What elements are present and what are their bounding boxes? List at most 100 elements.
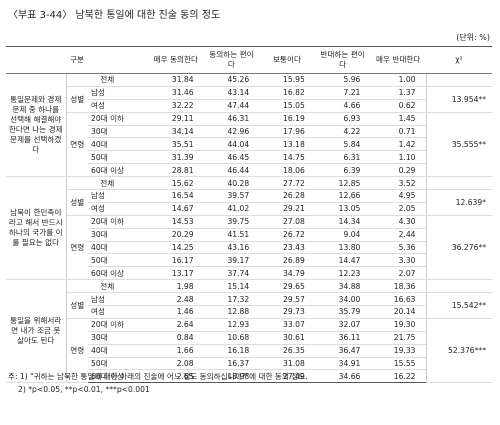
title: 〈부표 3-44〉 남북한 통일에 대한 진술 동의 정도: [8, 10, 221, 21]
cell-value: 1.46: [148, 305, 204, 319]
data-row: 50대 2.08 16.37 31.08 34.91 15.55: [6, 357, 492, 371]
cell-value: 31.46: [148, 86, 204, 100]
cell-value: 16.22: [370, 369, 426, 384]
cell-value: 16.54: [148, 189, 204, 203]
cell-value: 20.29: [148, 228, 204, 242]
data-row: 연령 20대 이하 14.53 39.75 27.08 14.34 4.30 36.276**: [6, 215, 492, 281]
cell-value: 14.67: [148, 202, 204, 216]
cell-value: 44.04: [203, 137, 260, 152]
cell-value: 26.28: [259, 189, 315, 203]
cell-value: 3.52: [370, 176, 426, 191]
section-label: 통일문제와 경제문제 중 하나를 선택해 해결해야 한다면 나는 경제문제를 선…: [6, 72, 67, 178]
cell-value: 1.10: [370, 150, 426, 165]
cell-value: 17.32: [203, 292, 260, 307]
cell-value: 1.37: [370, 86, 426, 100]
cell-value: 45.26: [203, 73, 260, 87]
chi-empty: [425, 176, 492, 191]
row-label: 30대: [88, 331, 149, 345]
chi-square: 35.555**: [425, 112, 492, 178]
cell-value: 12.66: [314, 189, 371, 203]
cell-value: 36.11: [314, 331, 371, 345]
row-label: 전체: [66, 176, 149, 191]
row-label: 60대 이상: [88, 266, 149, 281]
cell-value: 27.08: [259, 215, 315, 229]
cell-value: 30.61: [259, 331, 315, 345]
cell-value: 13.18: [259, 137, 315, 152]
cell-value: 14.34: [314, 215, 371, 229]
data-row: 여성 32.22 47.44 15.05 4.66 0.62: [6, 99, 492, 113]
row-label: 남성: [88, 292, 149, 307]
cell-value: 3.30: [370, 253, 426, 268]
unit: (단위: %): [456, 33, 490, 42]
cell-value: 1.00: [370, 73, 426, 87]
cell-value: 26.89: [259, 253, 315, 268]
cell-value: 29.57: [259, 292, 315, 307]
cell-value: 35.51: [148, 137, 204, 152]
cell-value: 28.81: [148, 163, 204, 178]
cell-value: 41.02: [203, 202, 260, 216]
data-row: 30대 0.84 10.68 30.61 36.11 21.75: [6, 331, 492, 345]
cell-value: 29.73: [259, 305, 315, 319]
chi-square: 15.542**: [425, 292, 492, 319]
group-label: 연령: [66, 112, 88, 178]
chi-empty: [425, 279, 492, 294]
data-row: 40대 14.25 43.16 23.43 13.80 5.36: [6, 241, 492, 255]
cell-value: 47.44: [203, 99, 260, 113]
table: 구분 매우 동의한다 동의하는 편이다 보통이다 반대하는 편이다 매우 반대한다 χ² 통…: [6, 46, 492, 384]
cell-value: 29.65: [259, 279, 315, 294]
cell-value: 17.96: [259, 125, 315, 139]
cell-value: 2.48: [148, 292, 204, 307]
cell-value: 12.88: [203, 305, 260, 319]
cell-value: 2.65: [148, 369, 204, 384]
row-label: 전체: [66, 279, 149, 294]
row-label: 30대: [88, 125, 149, 139]
row-label: 여성: [88, 202, 149, 216]
cell-value: 6.39: [314, 163, 371, 178]
data-row: 60대 이상 2.65 18.98 27.49 34.66 16.22: [6, 369, 492, 384]
cell-value: 15.14: [203, 279, 260, 294]
cell-value: 15.95: [259, 73, 315, 87]
cell-value: 2.07: [370, 266, 426, 281]
cell-value: 12.93: [203, 318, 260, 332]
notes: 주: 1) "귀하는 남북한 통일에 대한 아래의 진술에 어느 정도 동의하십…: [8, 370, 308, 396]
total-row: 남북이 한민족이라고 해서 반드시 하나의 국가를 이룰 필요는 없다 전체 15.…: [6, 176, 492, 281]
data-row: 성별 남성 2.48 17.32 29.57 34.00 16.63 15.542**: [6, 292, 492, 319]
cell-value: 39.75: [203, 215, 260, 229]
row-label: 60대 이상: [88, 163, 149, 178]
cell-value: 12.23: [314, 266, 371, 281]
row-label: 여성: [88, 305, 149, 319]
cell-value: 34.00: [314, 292, 371, 307]
cell-value: 0.62: [370, 99, 426, 113]
cell-value: 16.82: [259, 86, 315, 100]
cell-value: 0.71: [370, 125, 426, 139]
cell-value: 31.08: [259, 357, 315, 371]
cell-value: 18.98: [203, 369, 260, 384]
data-row: 50대 16.17 39.17 26.89 14.47 3.30: [6, 253, 492, 268]
cell-value: 43.16: [203, 241, 260, 255]
group-label: 성별: [66, 86, 88, 113]
cell-value: 0.84: [148, 331, 204, 345]
cell-value: 34.79: [259, 266, 315, 281]
total-row: 통일문제와 경제문제 중 하나를 선택해 해결해야 한다면 나는 경제문제를 선…: [6, 72, 492, 178]
data-row: 30대 20.29 41.51 26.72 9.04 2.44: [6, 228, 492, 242]
cell-value: 16.19: [259, 112, 315, 126]
row-label: 50대: [88, 150, 149, 165]
row-label: 여성: [88, 99, 149, 113]
data-row: 여성 14.67 41.02 29.21 13.05 2.05: [6, 202, 492, 216]
row-label: 20대 이하: [88, 318, 149, 332]
cell-value: 39.17: [203, 253, 260, 268]
cell-value: 46.44: [203, 163, 260, 178]
row-label: 남성: [88, 189, 149, 203]
cell-value: 5.36: [370, 241, 426, 255]
cell-value: 23.43: [259, 241, 315, 255]
cell-value: 1.66: [148, 344, 204, 358]
section-label: 통일을 위해서라면 내가 조금 못살아도 된다: [6, 279, 67, 384]
data-row: 연령 20대 이하 29.11 46.31 16.19 6.93 1.45 35.555**: [6, 112, 492, 178]
header-row: 구분 매우 동의한다 동의하는 편이다 보통이다 반대하는 편이다 매우 반대한다 χ²: [6, 46, 492, 74]
column-header: 동의하는 편이다: [203, 46, 260, 74]
cell-value: 32.07: [314, 318, 371, 332]
cell-value: 41.51: [203, 228, 260, 242]
cell-value: 31.39: [148, 150, 204, 165]
cell-value: 27.72: [259, 176, 315, 191]
cell-value: 1.45: [370, 112, 426, 126]
